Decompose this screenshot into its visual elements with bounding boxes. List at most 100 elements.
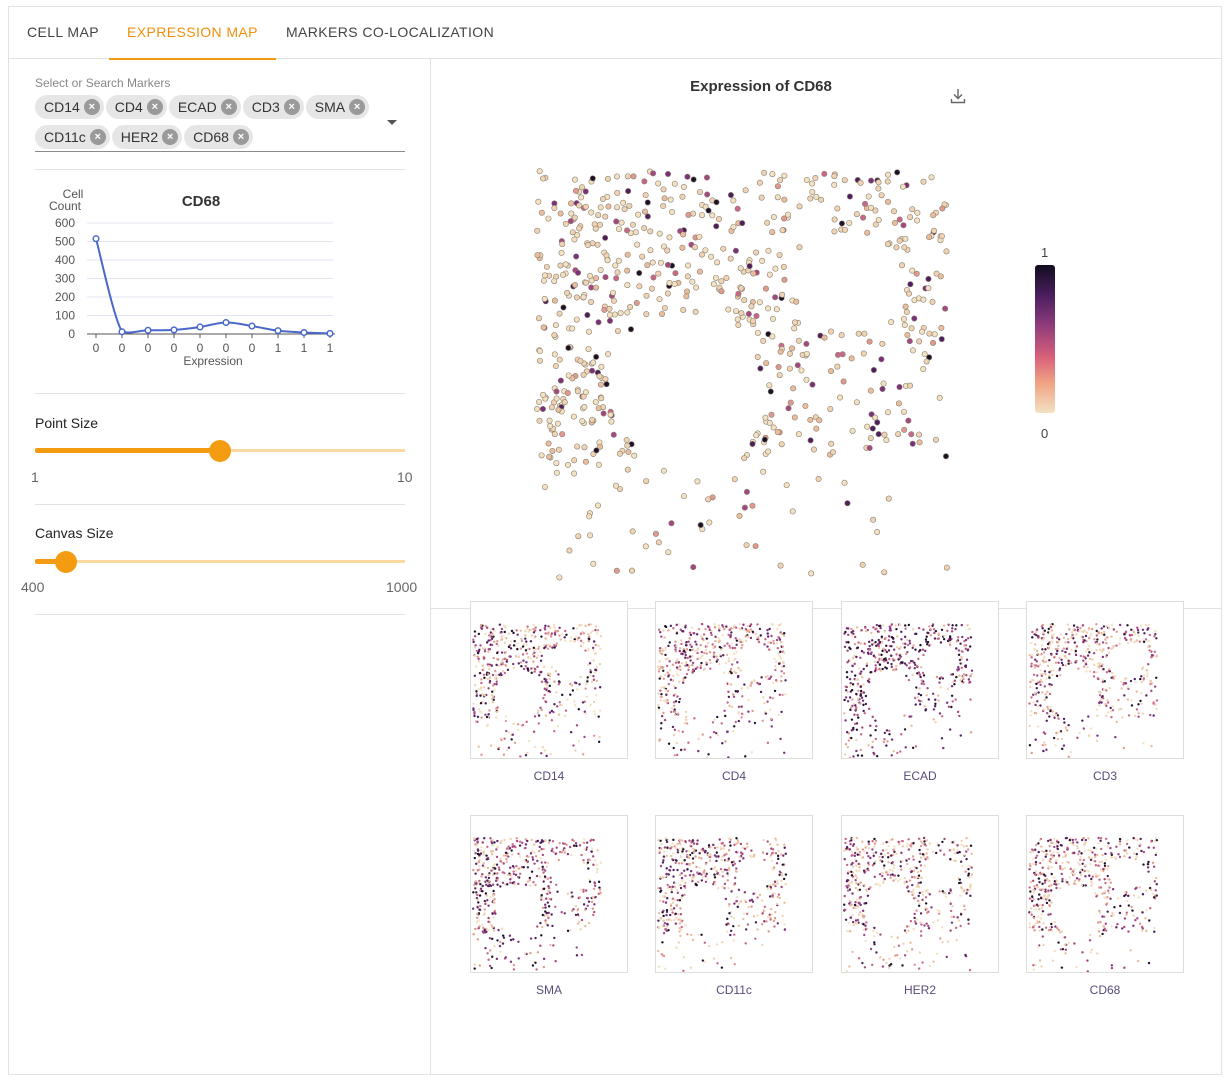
thumbnail-point — [957, 881, 961, 885]
point-size-thumb[interactable] — [209, 440, 231, 462]
cell-point — [938, 324, 945, 331]
thumbnail-point — [762, 696, 765, 699]
thumbnail-point — [969, 636, 973, 639]
marker-chip[interactable]: CD14 × — [35, 95, 104, 119]
thumbnail-point — [921, 898, 924, 902]
close-icon[interactable]: × — [349, 99, 366, 115]
thumbnail-point — [554, 852, 557, 855]
close-icon[interactable]: × — [83, 99, 100, 115]
thumbnail-point — [548, 886, 551, 890]
cell-point — [757, 365, 764, 372]
marker-chip[interactable]: CD4 × — [105, 95, 167, 119]
marker-chip[interactable]: CD3 × — [242, 95, 304, 119]
cell-point — [839, 351, 846, 358]
cell-point — [656, 230, 663, 237]
thumbnail-point — [934, 629, 938, 633]
thumbnail-point — [595, 871, 599, 874]
marker-thumbnail[interactable] — [841, 601, 999, 760]
thumbnail-point — [849, 916, 853, 919]
thumbnail-point — [684, 840, 687, 843]
cell-point — [786, 365, 793, 372]
thumbnail-point — [957, 876, 960, 880]
close-icon[interactable]: × — [89, 129, 106, 145]
thumbnail-point — [546, 913, 549, 917]
thumbnail-point — [1049, 623, 1052, 626]
marker-chip[interactable]: CD11c × — [35, 125, 110, 149]
histogram-point — [274, 327, 282, 335]
thumbnail-point — [931, 692, 935, 695]
thumbnail-point — [533, 851, 536, 854]
marker-thumbnail[interactable] — [470, 601, 628, 759]
cell-point — [878, 192, 885, 199]
close-icon[interactable]: × — [162, 129, 179, 145]
marker-thumbnail[interactable] — [841, 815, 999, 973]
marker-chip[interactable]: ECAD × — [168, 95, 241, 119]
thumbnail-point — [1103, 890, 1106, 893]
tab-cell-map[interactable]: CELL MAP — [27, 24, 99, 40]
thumbnail-point — [1052, 841, 1055, 845]
marker-thumbnail[interactable] — [1026, 601, 1184, 759]
canvas-size-track[interactable] — [35, 560, 405, 563]
marker-chip[interactable]: HER2 × — [111, 125, 183, 149]
expression-scatter-map[interactable] — [533, 167, 953, 587]
thumbnail-point — [1053, 921, 1056, 924]
marker-thumbnail[interactable] — [655, 601, 813, 759]
thumbnail-point — [749, 636, 753, 640]
thumbnail-point — [1060, 930, 1063, 933]
thumbnail-point — [874, 656, 877, 659]
thumbnail-point — [1118, 855, 1122, 859]
cell-point — [759, 257, 766, 264]
thumbnail-point — [1072, 851, 1076, 855]
thumbnail-point — [959, 734, 962, 737]
close-icon[interactable]: × — [146, 99, 163, 115]
download-icon[interactable] — [949, 87, 967, 105]
tab-expression-map[interactable]: EXPRESSION MAP — [109, 7, 276, 60]
thumbnail-point — [574, 913, 578, 917]
thumbnail-point — [926, 848, 929, 851]
thumbnail-point — [928, 644, 931, 647]
thumbnail-point — [661, 911, 664, 914]
close-icon[interactable]: × — [283, 99, 300, 115]
thumbnail-label: CD11c — [716, 983, 752, 997]
thumbnail-point — [1079, 654, 1083, 658]
thumbnail-point — [965, 836, 968, 840]
cell-point — [571, 176, 578, 183]
thumbnail-point — [912, 869, 916, 873]
close-icon[interactable]: × — [232, 129, 249, 145]
marker-thumbnail[interactable] — [655, 815, 813, 973]
thumbnail-point — [917, 874, 921, 877]
thumbnail-point — [578, 920, 581, 924]
thumbnail-point — [555, 883, 558, 886]
thumbnail-point — [493, 897, 496, 901]
thumbnail-point — [1141, 911, 1144, 914]
marker-thumbnail[interactable] — [470, 815, 628, 973]
thumbnail-point — [874, 839, 878, 843]
tab-markers-co-localization[interactable]: MARKERS CO-LOCALIZATION — [286, 24, 495, 40]
cell-point — [791, 414, 798, 421]
thumbnail-point — [903, 929, 907, 932]
thumbnail-point — [905, 886, 909, 889]
marker-chip[interactable]: CD68 × — [184, 125, 253, 149]
thumbnail-point — [687, 665, 691, 669]
thumbnail-point — [776, 843, 779, 846]
thumbnail-point — [716, 846, 719, 849]
thumbnail-point — [771, 867, 775, 871]
thumbnail-point — [1123, 966, 1126, 969]
marker-thumbnail[interactable] — [1026, 815, 1184, 973]
thumbnail-point — [475, 916, 479, 919]
thumbnail-point — [678, 680, 681, 684]
marker-select-input[interactable]: CD14 × CD4 × ECAD × CD3 × SMA × CD11c × HER2 × CD68 × — [35, 95, 375, 155]
thumbnail-point — [1101, 655, 1105, 659]
canvas-size-thumb[interactable] — [54, 551, 77, 573]
cell-point — [665, 549, 672, 556]
thumbnail-point — [485, 894, 488, 897]
chevron-down-icon[interactable] — [387, 120, 397, 125]
thumbnail-point — [1030, 913, 1033, 916]
close-icon[interactable]: × — [220, 99, 237, 115]
thumbnail-point — [873, 862, 876, 865]
marker-chip[interactable]: SMA × — [305, 95, 370, 119]
thumbnail-point — [948, 641, 952, 645]
cell-point — [644, 213, 651, 220]
cell-point — [534, 406, 541, 413]
thumbnail-point — [1092, 651, 1096, 655]
